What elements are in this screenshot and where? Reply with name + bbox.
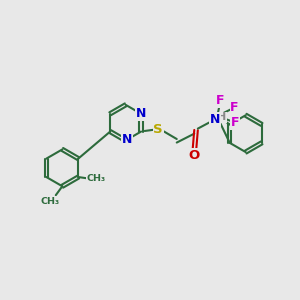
Text: S: S	[154, 123, 163, 136]
Text: N: N	[136, 107, 146, 120]
Text: F: F	[215, 94, 224, 107]
Text: CH₃: CH₃	[40, 196, 59, 206]
Text: F: F	[230, 101, 239, 114]
Text: CH₃: CH₃	[86, 174, 105, 183]
Text: F: F	[231, 116, 239, 129]
Text: O: O	[189, 149, 200, 162]
Text: N: N	[122, 134, 133, 146]
Text: H: H	[217, 112, 226, 122]
Text: N: N	[210, 113, 220, 126]
